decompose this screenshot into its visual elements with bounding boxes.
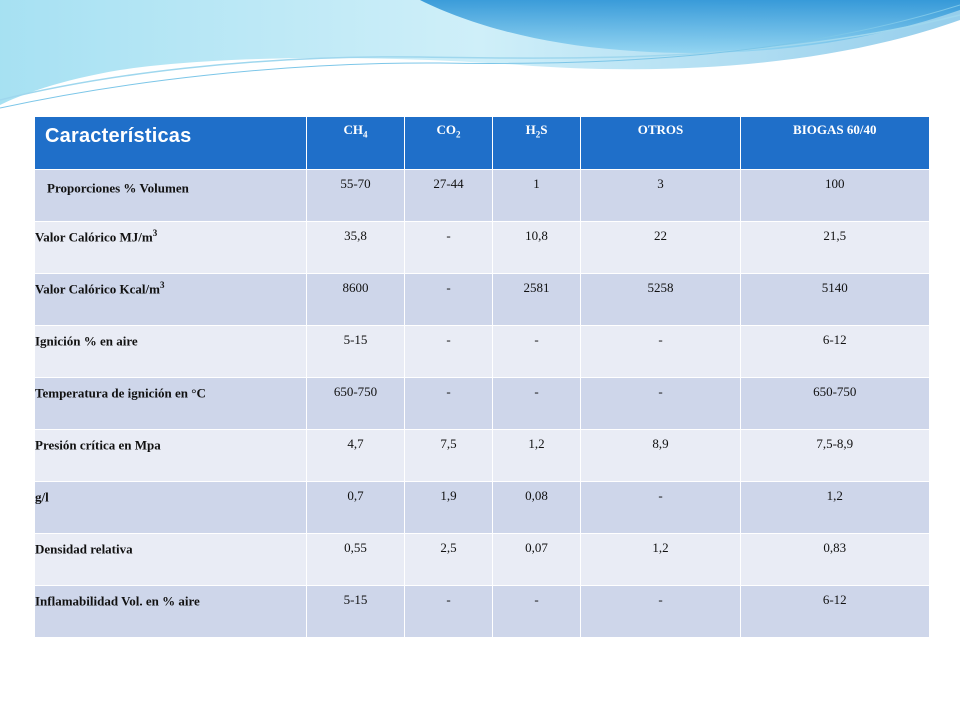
table-cell: - <box>404 325 493 378</box>
row-label: Temperatura de ignición en °C <box>34 377 307 430</box>
table-cell: 5-15 <box>306 585 405 638</box>
row-label: g/l <box>34 481 307 534</box>
table-cell: 100 <box>740 169 929 222</box>
table-cell: - <box>404 377 493 430</box>
row-label: Proporciones % Volumen <box>34 169 307 222</box>
row-label: Densidad relativa <box>34 533 307 586</box>
table-cell: 0,55 <box>306 533 405 586</box>
table-cell: 3 <box>580 169 741 222</box>
decorative-wave-banner <box>0 0 960 109</box>
table-cell: 4,7 <box>306 429 405 482</box>
table-cell: 5140 <box>740 273 929 326</box>
table-cell: 2581 <box>492 273 581 326</box>
table-cell: 8600 <box>306 273 405 326</box>
table-cell: 2,5 <box>404 533 493 586</box>
table-cell: 650-750 <box>306 377 405 430</box>
table-row: Inflamabilidad Vol. en % aire 5-15- - -6-12 <box>34 585 929 638</box>
table-row: Valor Calórico MJ/m3 35,8-10,8 22 21,5 <box>34 221 929 274</box>
table-cell: - <box>492 377 581 430</box>
col-header-ch4: CH4 <box>306 117 405 170</box>
table-header-row: Características CH4 CO2 H2S OTROS BIOGAS… <box>34 117 929 170</box>
table-row: g/l 0,7 1,9 0,08-1,2 <box>34 481 929 534</box>
table-cell: 650-750 <box>740 377 929 430</box>
table-cell: - <box>580 377 741 430</box>
table-row: Presión crítica en Mpa 4,7 7,5 1,2 8,9 7,5-8,… <box>34 429 929 482</box>
table-row: Temperatura de ignición en °C 650-750- - -6… <box>34 377 929 430</box>
table-cell: 35,8 <box>306 221 405 274</box>
table-cell: 6-12 <box>740 585 929 638</box>
table-cell: 10,8 <box>492 221 581 274</box>
col-header-h2s: H2S <box>492 117 581 170</box>
table-row: Proporciones % Volumen 55-70 27-44 1 3 100 <box>34 169 929 222</box>
row-label: Valor Calórico Kcal/m3 <box>34 273 307 326</box>
row-label: Ignición % en aire <box>34 325 307 378</box>
table-cell: 1,2 <box>740 481 929 534</box>
table-cell: 8,9 <box>580 429 741 482</box>
table-cell: 1,2 <box>580 533 741 586</box>
table-cell: 0,07 <box>492 533 581 586</box>
table-cell: - <box>404 585 493 638</box>
table-cell: 27-44 <box>404 169 493 222</box>
table-cell: - <box>404 273 493 326</box>
table-cell: - <box>404 221 493 274</box>
table-cell: - <box>580 585 741 638</box>
row-label: Inflamabilidad Vol. en % aire <box>34 585 307 638</box>
header-title: Características <box>34 117 307 170</box>
table-cell: 5-15 <box>306 325 405 378</box>
col-header-co2: CO2 <box>404 117 493 170</box>
properties-table: Características CH4 CO2 H2S OTROS BIOGAS… <box>34 117 929 638</box>
table-cell: 21,5 <box>740 221 929 274</box>
table-cell: 7,5 <box>404 429 493 482</box>
table-cell: - <box>492 325 581 378</box>
table-cell: - <box>580 481 741 534</box>
table-cell: 0,08 <box>492 481 581 534</box>
table-row: Ignición % en aire 5-15- - -6-12 <box>34 325 929 378</box>
table-cell: - <box>492 585 581 638</box>
row-label: Presión crítica en Mpa <box>34 429 307 482</box>
table-cell: 0,83 <box>740 533 929 586</box>
table-cell: 22 <box>580 221 741 274</box>
table-cell: 1,2 <box>492 429 581 482</box>
table-cell: 0,7 <box>306 481 405 534</box>
table-cell: 7,5-8,9 <box>740 429 929 482</box>
table-row: Valor Calórico Kcal/m3 8600-2581 5258 5140 <box>34 273 929 326</box>
row-label: Valor Calórico MJ/m3 <box>34 221 307 274</box>
table-cell: 6-12 <box>740 325 929 378</box>
col-header-otros: OTROS <box>580 117 741 170</box>
col-header-biogas: BIOGAS 60/40 <box>740 117 929 170</box>
table-cell: 55-70 <box>306 169 405 222</box>
table-cell: - <box>580 325 741 378</box>
table-row: Densidad relativa 0,55 2,5 0,07 1,2 0,83 <box>34 533 929 586</box>
table-cell: 5258 <box>580 273 741 326</box>
table-cell: 1,9 <box>404 481 493 534</box>
table-cell: 1 <box>492 169 581 222</box>
